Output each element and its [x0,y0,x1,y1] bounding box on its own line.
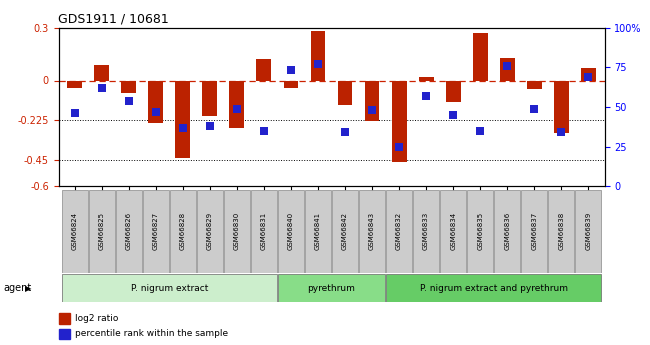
Text: GSM66831: GSM66831 [261,212,267,250]
FancyBboxPatch shape [224,190,250,273]
Point [231,106,242,111]
Text: GSM66836: GSM66836 [504,212,510,250]
Point [151,109,161,115]
FancyBboxPatch shape [305,190,331,273]
FancyBboxPatch shape [278,190,304,273]
FancyBboxPatch shape [494,190,520,273]
Bar [554,80,569,134]
Point [70,110,80,116]
Text: pyrethrum: pyrethrum [307,284,356,293]
Point [124,98,134,104]
Point [97,85,107,91]
Bar [419,77,434,80]
Point [583,74,593,80]
Text: ▶: ▶ [25,284,31,293]
Text: P. nigrum extract: P. nigrum extract [131,284,208,293]
FancyBboxPatch shape [386,274,601,302]
Text: agent: agent [3,283,31,293]
FancyBboxPatch shape [575,190,601,273]
Bar [581,68,595,80]
Text: GSM66827: GSM66827 [153,212,159,250]
Bar [94,65,109,80]
Point [259,128,269,134]
FancyBboxPatch shape [116,190,142,273]
Bar [176,80,190,158]
Bar [473,33,488,80]
FancyBboxPatch shape [62,190,88,273]
Text: percentile rank within the sample: percentile rank within the sample [75,329,228,338]
FancyBboxPatch shape [440,190,466,273]
Text: GSM66837: GSM66837 [531,212,537,250]
FancyBboxPatch shape [332,190,358,273]
Text: GSM66832: GSM66832 [396,212,402,250]
Point [529,106,539,111]
Point [367,107,377,113]
Text: GSM66826: GSM66826 [126,212,132,250]
FancyBboxPatch shape [278,274,385,302]
Point [475,128,486,134]
Point [394,144,404,149]
Bar [365,80,380,121]
Text: GSM66833: GSM66833 [423,212,429,250]
Text: GSM66840: GSM66840 [288,212,294,250]
Bar [283,80,298,88]
Bar [311,31,326,80]
Point [556,130,566,135]
Text: GSM66842: GSM66842 [342,212,348,250]
Bar [202,80,217,116]
Point [340,130,350,135]
FancyBboxPatch shape [143,190,169,273]
Bar [500,58,515,80]
Point [177,125,188,130]
Bar [392,80,406,161]
Point [205,123,215,129]
FancyBboxPatch shape [359,190,385,273]
Text: GSM66829: GSM66829 [207,212,213,250]
Text: GSM66825: GSM66825 [99,212,105,250]
FancyBboxPatch shape [197,190,223,273]
FancyBboxPatch shape [521,190,547,273]
Text: GSM66841: GSM66841 [315,212,321,250]
Bar [526,80,541,89]
Bar [148,80,163,123]
Point [502,63,512,68]
FancyBboxPatch shape [549,190,574,273]
FancyBboxPatch shape [413,190,439,273]
Text: GSM66828: GSM66828 [180,212,186,250]
Text: GSM66834: GSM66834 [450,212,456,250]
Text: GSM66839: GSM66839 [585,212,592,250]
Text: P. nigrum extract and pyrethrum: P. nigrum extract and pyrethrum [420,284,567,293]
Text: GSM66835: GSM66835 [477,212,483,250]
Text: GSM66843: GSM66843 [369,212,375,250]
FancyBboxPatch shape [89,190,114,273]
Point [313,61,323,67]
Bar [229,80,244,128]
Bar [446,80,461,102]
Text: GSM66830: GSM66830 [234,212,240,250]
Point [286,68,296,73]
FancyBboxPatch shape [467,190,493,273]
Bar [257,59,271,80]
Text: GSM66824: GSM66824 [72,212,78,250]
FancyBboxPatch shape [251,190,277,273]
Text: GSM66838: GSM66838 [558,212,564,250]
Point [448,112,458,118]
Bar [122,80,136,93]
FancyBboxPatch shape [386,190,412,273]
Bar [68,80,82,88]
Point [421,93,432,99]
FancyBboxPatch shape [170,190,196,273]
Text: log2 ratio: log2 ratio [75,314,118,323]
Text: GDS1911 / 10681: GDS1911 / 10681 [58,12,169,25]
FancyBboxPatch shape [62,274,277,302]
Bar [337,80,352,105]
